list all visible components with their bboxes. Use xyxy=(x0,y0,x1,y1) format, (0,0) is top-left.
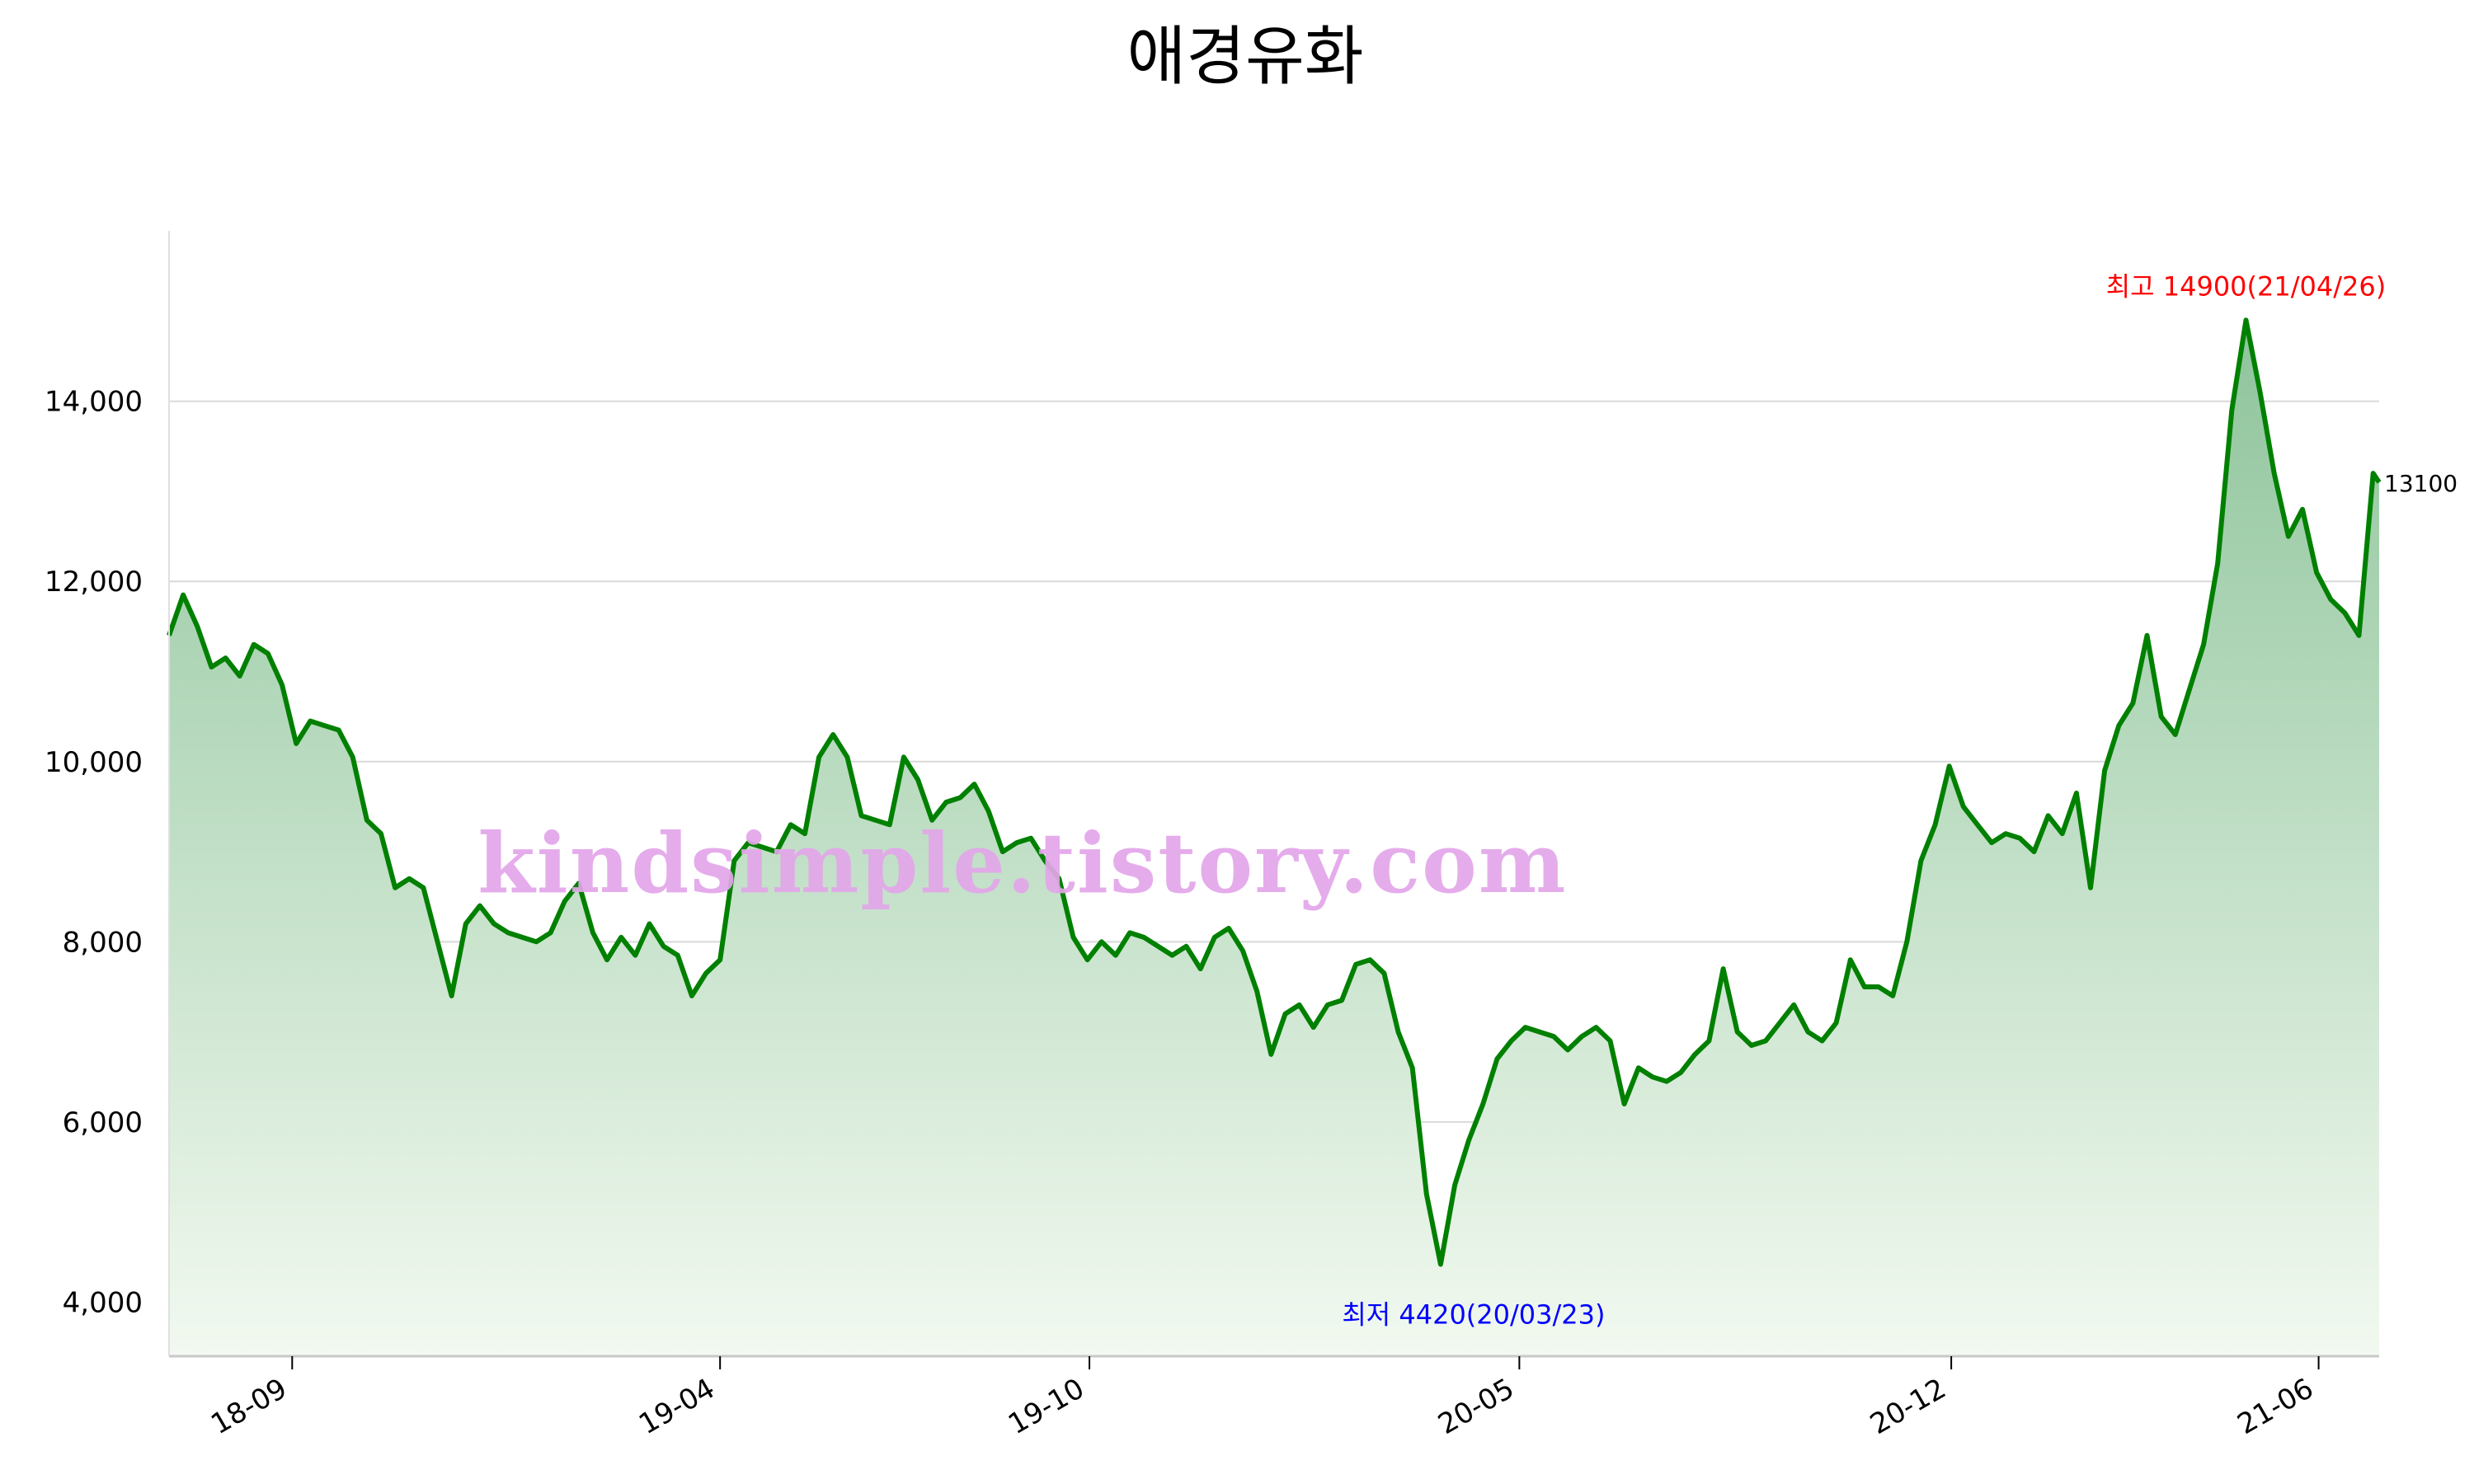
y-tick-label: 12,000 xyxy=(45,566,143,599)
x-tick-label: 19-04 xyxy=(633,1372,721,1441)
y-tick-label: 6,000 xyxy=(63,1106,143,1139)
y-tick-label: 4,000 xyxy=(63,1286,143,1319)
chart-title: 애경유화 xyxy=(1126,20,1363,94)
price-line xyxy=(167,317,2382,1267)
high-price-annotation: 최고 14900(21/04/26) xyxy=(2106,270,2387,302)
x-tick-label: 19-10 xyxy=(1003,1372,1090,1441)
low-price-annotation: 최저 4420(20/03/23) xyxy=(1342,1299,1605,1331)
x-tick-label: 20-05 xyxy=(1432,1372,1520,1441)
x-tick-label: 18-09 xyxy=(205,1372,293,1441)
y-tick-label: 14,000 xyxy=(45,386,143,419)
price-area-fill xyxy=(169,320,2379,1356)
last-price-annotation: 13100 xyxy=(2384,470,2458,497)
x-tick-label: 21-06 xyxy=(2232,1372,2320,1441)
x-tick-label: 20-12 xyxy=(1865,1372,1952,1441)
watermark-text: kindsimple.tistory.com xyxy=(477,815,1567,912)
y-axis-labels: 4,000 6,000 8,000 10,000 12,000 14,000 xyxy=(45,386,143,1320)
y-tick-label: 10,000 xyxy=(45,746,143,779)
x-axis-ticks: 18-09 19-04 19-10 20-05 20-12 21-06 xyxy=(205,1356,2320,1441)
y-tick-label: 8,000 xyxy=(63,926,143,959)
